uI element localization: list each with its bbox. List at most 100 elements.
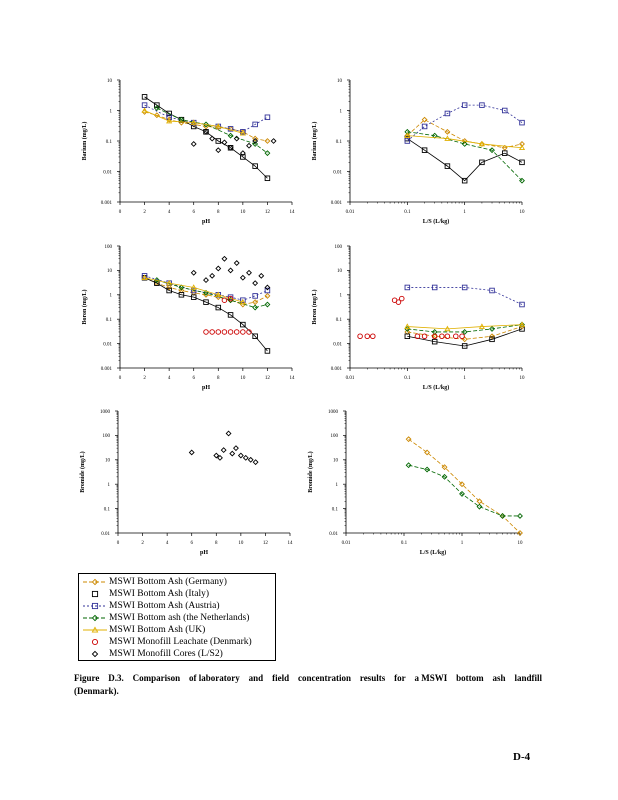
x-tick-label: 4 [166,541,169,546]
data-point [221,139,228,146]
series-line [144,277,243,303]
data-point [227,132,234,139]
x-tick-label: 6 [192,210,195,215]
series [404,128,525,184]
data-point [166,279,173,286]
data-point [519,321,525,328]
data-point [431,284,438,291]
legend-item: MSWI Bottom Ash (Austria) [79,600,275,612]
series [141,274,246,305]
x-tick-label: 12 [263,541,269,546]
data-point [404,138,411,144]
data-point [141,94,148,100]
data-point [188,449,195,456]
data-point [252,138,259,144]
data-point [489,325,495,332]
data-point [166,116,173,123]
data-point [453,333,459,340]
data-point [240,321,246,328]
data-point [370,333,376,340]
x-tick-label: 6 [190,541,193,546]
data-point [246,269,252,276]
caption-word: D.3. [108,673,124,683]
data-point [239,298,246,305]
legend-label: MSWI Bottom Ash (Germany) [109,577,227,587]
x-tick-label: 10 [520,210,526,215]
data-point [209,329,215,335]
data-point [518,321,526,327]
data-point [461,102,468,108]
data-point [459,481,465,488]
x-tick-label: 10 [518,541,524,546]
data-point [489,147,495,154]
y-tick-label: 0.01 [103,342,112,347]
series [404,321,526,332]
y-tick-label: 100 [335,245,343,250]
data-point [215,123,222,129]
caption-word: landfill [514,673,542,683]
legend-marker [91,626,99,633]
y-tick-label: 0.1 [104,507,111,512]
x-tick-label: 0.1 [404,210,411,215]
y-tick-label: 100 [105,245,113,250]
data-point [233,135,240,142]
data-point [252,299,259,306]
legend-swatch-icon [83,626,107,633]
data-point [444,333,451,340]
x-tick-label: 1 [463,376,466,381]
data-point [239,150,246,157]
caption-word: bottom [456,673,484,683]
y-tick-label: 1 [108,483,111,488]
series-line [144,110,243,134]
data-point [421,123,428,130]
data-point [421,333,428,340]
data-point [240,129,246,135]
x-tick-label: 1 [461,541,464,546]
data-point [233,445,239,452]
caption-line-2: (Denmark). [74,686,119,696]
data-point [153,105,160,112]
data-point [203,128,209,135]
legend-marker [91,614,99,622]
data-point [215,304,222,311]
x-axis-label: pH [202,219,210,225]
data-point [264,114,271,121]
x-axis-label: L/S (L/kg) [420,549,447,556]
data-point [264,292,271,299]
legend-item: MSWI Monofill Cores (L/S2) [79,648,275,660]
y-tick-label: 100 [331,434,339,439]
data-point [141,107,148,113]
series-line [407,135,523,149]
legend-label: MSWI Bottom Ash (Italy) [109,589,210,599]
series [404,132,526,151]
y-tick-label: 0.001 [101,201,113,206]
data-point [237,452,244,459]
x-tick-label: 2 [143,210,146,215]
x-tick-label: 4 [168,376,171,381]
y-tick-label: 1000 [100,410,111,415]
data-point [439,333,445,340]
data-point [441,473,448,480]
data-point [153,277,160,284]
y-tick-label: 0.1 [332,507,339,512]
data-point [499,513,506,519]
y-axis-label: Bromide (mg/L) [79,451,86,492]
legend-item: MSWI Bottom Ash (Germany) [79,576,275,588]
series [203,295,252,335]
series [405,436,523,536]
data-point [252,121,258,128]
data-point [215,329,222,335]
data-point [461,141,468,147]
x-tick-label: 1 [463,210,466,215]
data-point [357,333,363,340]
series-line [407,287,523,305]
x-tick-label: 10 [240,376,246,381]
y-axis-label: Boron (mg/L) [81,289,88,324]
data-point [233,329,240,335]
data-point [203,121,209,128]
data-point [399,295,405,302]
data-point [203,329,209,335]
data-point [424,449,431,456]
